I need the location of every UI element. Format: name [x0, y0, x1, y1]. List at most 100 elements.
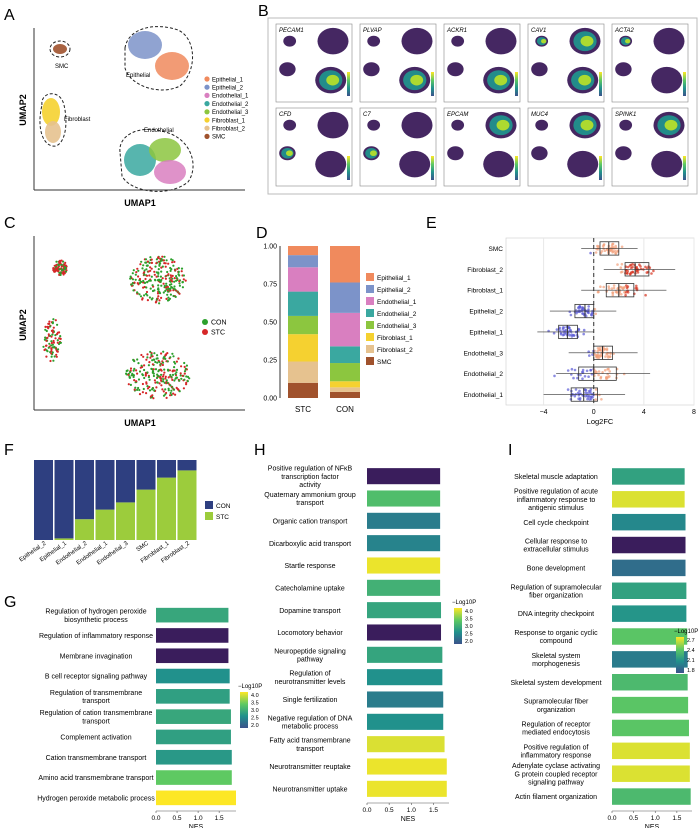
h-bar — [367, 535, 441, 552]
g-bar — [156, 709, 231, 724]
h-bar — [367, 557, 441, 574]
i-bar — [612, 491, 685, 508]
cluster-label-fibroblast: Fibroblast — [64, 117, 91, 123]
e-point — [563, 331, 566, 335]
e-point — [602, 285, 605, 289]
feature-colorbar — [515, 72, 518, 96]
feature-plot: PLVAP — [359, 23, 437, 103]
umap-c-point — [138, 393, 142, 396]
umap-c-point — [135, 369, 138, 372]
umap-c-point — [173, 366, 176, 369]
umap-c-point — [145, 286, 148, 289]
feature-plot: CAV1 — [527, 23, 605, 103]
h-bar — [367, 602, 442, 619]
feature-gene-label: EPCAM — [447, 112, 468, 118]
umap-c-point — [163, 371, 166, 374]
umap-c-point — [150, 353, 153, 356]
umap-c-point — [146, 371, 149, 374]
h-legend-tick: 2.5 — [465, 632, 473, 638]
umap-c-point — [64, 264, 67, 267]
h-bar — [367, 490, 441, 507]
umap-a-ylabel: UMAP2 — [18, 94, 28, 126]
umap-c-point — [148, 389, 152, 392]
umap-c-point — [179, 374, 182, 377]
umap-c-point — [165, 259, 168, 262]
umap-c-point — [58, 331, 61, 334]
e-point — [566, 369, 570, 372]
e-point — [576, 391, 580, 395]
h-bar — [367, 624, 442, 641]
umap-c-point — [177, 273, 180, 276]
f-bar-segment — [116, 460, 135, 503]
feature-plot: PECAM1 — [275, 23, 353, 103]
e-point — [589, 390, 592, 393]
e-point — [582, 332, 585, 336]
umap-c-point — [125, 372, 128, 375]
feature-gene-label: CFD — [279, 112, 292, 118]
panel-b-feature-plots: PECAM1 PLVAP ACKR1 CAV1 ACTA2 CFD C7 EPCAM MUC4 S… — [267, 17, 698, 195]
umap-c-point — [174, 377, 177, 380]
i-bar — [612, 674, 688, 691]
umap-c-point — [47, 346, 50, 349]
umap-c-point — [151, 388, 154, 391]
feature-cluster — [447, 62, 464, 77]
umap-c-point — [136, 267, 139, 270]
umap-c-point — [166, 360, 169, 363]
e-point — [579, 373, 582, 377]
umap-c-point — [146, 385, 149, 388]
umap-c-point — [58, 271, 61, 274]
i-bar — [612, 719, 689, 737]
umap-c-point — [175, 277, 178, 280]
umap-c-point — [55, 263, 58, 266]
feature-gene-label: PLVAP — [363, 28, 382, 34]
h-term-label: Single fertilization — [283, 697, 338, 704]
e-xtick: 8 — [692, 409, 696, 416]
feature-cluster — [317, 111, 349, 139]
umap-c-point — [180, 270, 183, 273]
umap-c-point — [155, 262, 158, 265]
umap-c-point — [151, 359, 154, 362]
umap-c-point — [160, 258, 163, 261]
h-legend-tick: 3.0 — [465, 624, 473, 630]
e-point — [625, 286, 629, 290]
h-term-label: Quaternary ammonium group transport — [264, 492, 356, 507]
umap-c-point — [141, 391, 144, 394]
e-point — [553, 374, 556, 378]
umap-c-point — [168, 288, 171, 291]
umap-c-point — [51, 329, 54, 332]
umap-c-point — [44, 336, 47, 339]
umap-c-point — [53, 270, 56, 273]
umap-c-point — [136, 282, 139, 285]
d-bar-segment — [330, 381, 360, 388]
umap-c-point — [182, 387, 185, 390]
e-point — [593, 307, 597, 311]
panel-letter-a: A — [4, 7, 15, 24]
g-legend-title: −Log10P — [238, 684, 262, 690]
umap-c-point — [133, 379, 136, 382]
umap-c-ylabel: UMAP2 — [18, 309, 28, 341]
i-term-label: Response to organic cyclic compound — [514, 630, 598, 645]
feature-plot: ACTA2 — [611, 23, 689, 103]
legend-a-dot — [204, 101, 210, 107]
umap-c-point — [149, 395, 152, 398]
d-legend-swatch — [366, 297, 374, 305]
umap-c-point — [150, 267, 153, 270]
umap-c-point — [156, 297, 159, 300]
i-bar — [612, 559, 686, 577]
feature-cluster — [401, 27, 433, 55]
umap-c-point — [170, 375, 173, 378]
feature-colorbar — [431, 72, 434, 96]
umap-c-point — [136, 291, 139, 294]
feature-cluster — [531, 146, 548, 161]
f-legend-swatch — [205, 501, 213, 509]
umap-c-point — [151, 363, 154, 366]
umap-c-point — [171, 373, 175, 376]
umap-c-point — [157, 284, 160, 287]
d-ytick: 0.75 — [263, 282, 277, 289]
g-legend-tick: 2.5 — [251, 716, 259, 722]
h-term-label: Dopamine transport — [279, 608, 341, 615]
umap-c-point — [167, 389, 170, 392]
f-bar-segment — [95, 509, 115, 540]
umap-c-point — [131, 278, 135, 281]
endothelial1-cluster — [154, 160, 186, 184]
